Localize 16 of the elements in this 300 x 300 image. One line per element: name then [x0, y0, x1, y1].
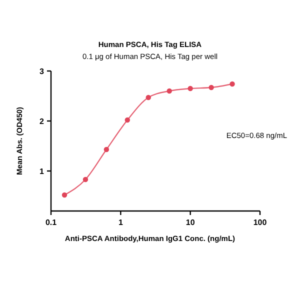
y-tick-label: 3 [40, 66, 45, 76]
x-tick-label: 0.1 [45, 218, 58, 227]
point [230, 81, 235, 87]
x-tick-label: 1 [118, 218, 124, 227]
point [62, 192, 68, 198]
y-tick-label: 1 [40, 166, 45, 176]
y-tick-label: 2 [40, 116, 45, 126]
point [208, 84, 214, 90]
x-tick-label: 100 [253, 218, 268, 227]
point [166, 88, 172, 94]
point [146, 94, 151, 100]
point [188, 86, 193, 92]
x-tick-label: 10 [186, 218, 196, 227]
point [104, 146, 110, 152]
point [82, 176, 88, 182]
point [124, 117, 130, 123]
